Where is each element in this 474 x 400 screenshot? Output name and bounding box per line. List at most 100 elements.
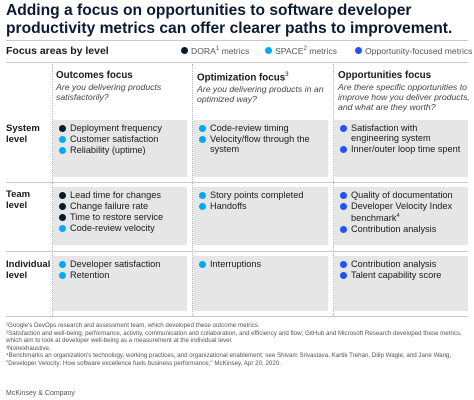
footnote: ³Nonexhaustive. [6,344,51,352]
column-question: Are there specific opportunities to impr… [338,82,470,112]
row-label-system: System level [6,123,40,145]
metric-item: Contribution analysis [340,224,464,234]
legend-space-sup: 2 [303,46,307,53]
cell-individual-outcomes: Developer satisfaction Retention [53,256,187,311]
footnotes: ¹Google's DevOps research and assessment… [6,322,468,368]
metric-label: Handoffs [210,200,247,211]
legend-dora-suffix: metrics [219,46,250,56]
cell-individual-optimization: Interruptions [193,256,328,311]
source-credit: McKinsey & Company [6,390,75,397]
metric-item: Satisfaction with engineering system [340,123,464,144]
footnote: ¹Google's DevOps research and assessment… [6,322,260,329]
metric-item: Developer Velocity Index benchmark4 [340,201,464,224]
metric-item: Change failure rate [59,201,183,211]
column-separator [333,64,334,316]
legend-dora: DORA1 metrics [181,46,249,56]
legend-space-label: SPACE [275,46,304,56]
row-label-individual: Individual level [6,259,51,281]
metric-item: Handoffs [199,201,324,211]
metric-item: Talent capability score [340,270,464,280]
dot-opportunity-icon [340,271,347,279]
metric-label: Contribution analysis [351,224,437,235]
metric-label: Story points completed [210,190,304,200]
metric-label: Satisfaction with engineering system [351,123,431,144]
metric-item: Interruptions [199,259,324,269]
metric-label: Time to restore service [70,211,164,222]
footnote: ⁴Benchmarks an organization's technology… [6,352,452,367]
metric-item: Customer satisfaction [59,134,183,144]
metric-item: Inner/outer loop time spent [340,144,464,154]
cell-team-optimization: Story points completed Handoffs [193,187,328,245]
dot-space-icon [265,47,272,55]
dot-space-icon [199,261,206,268]
dot-opportunity-icon [340,125,347,132]
metric-item: Quality of documentation [340,190,464,200]
metric-label: Lead time for changes [70,190,161,200]
dot-opportunity-icon [355,47,362,55]
metric-label: Code-review velocity [70,222,155,233]
column-header-optimization: Optimization focus3 Are you delivering p… [197,70,329,104]
metric-label: Inner/outer loop time spent [351,144,461,155]
focus-areas-subhead: Focus areas by level [6,45,109,57]
header-divider [6,62,468,63]
dot-dora-icon [59,192,66,199]
cell-system-opportunities: Satisfaction with engineering system Inne… [334,120,468,177]
dot-space-icon [199,135,206,143]
metric-label: Deployment frequency [70,123,162,133]
metric-label: Velocity/flow through the system [210,133,310,155]
row-divider [6,251,468,252]
metric-item: Code-review timing [199,123,324,133]
column-question: Are you delivering products in an optimi… [197,84,324,105]
metric-label: Customer satisfaction [70,133,159,144]
metric-label: Reliability (uptime) [70,144,146,155]
dot-dora-icon [59,213,66,221]
metric-item: Retention [59,270,183,280]
metric-item: Reliability (uptime) [59,145,183,155]
metric-item: Deployment frequency [59,123,183,133]
cell-team-outcomes: Lead time for changes Change failure rate… [53,187,187,245]
metric-label: Talent capability score [351,269,442,280]
dot-space-icon [59,261,66,268]
column-separator [52,64,53,316]
metric-item: Lead time for changes [59,190,183,200]
column-footnote-mark: 3 [285,72,289,78]
dot-space-icon [199,125,206,132]
column-separator [192,64,193,316]
chart-title: Adding a focus on opportunities to softw… [6,2,453,37]
metric-item: Developer satisfaction [59,259,183,269]
metric-item: Contribution analysis [340,259,464,269]
legend-dora-sup: 1 [215,46,220,53]
dot-dora-icon [181,47,188,55]
dot-dora-icon [59,125,66,132]
column-header-opportunities: Opportunities focus Are there specific o… [338,70,470,112]
legend-opportunity-label: Opportunity-focused metrics [365,46,473,56]
legend-space-suffix: metrics [306,46,337,56]
metric-footnote-mark: 4 [396,213,400,220]
dot-opportunity-icon [340,202,347,210]
column-title: Opportunities focus [338,70,432,81]
dot-opportunity-icon [340,226,347,234]
metric-label: Contribution analysis [351,259,437,269]
metric-item: Velocity/flow through the system [199,134,324,155]
metric-item: Story points completed [199,190,324,200]
dot-space-icon [59,146,66,154]
column-title: Optimization focus [197,72,286,84]
column-question: Are you delivering products satisfactori… [56,82,162,102]
metric-label: Interruptions [210,259,262,269]
metric-item: Code-review velocity [59,223,183,233]
metric-label: Change failure rate [70,200,149,211]
legend-dora-label: DORA [191,46,216,56]
metric-label: Code-review timing [210,123,289,133]
dot-opportunity-icon [340,261,347,268]
dot-space-icon [59,271,66,279]
column-header-outcomes: Outcomes focus Are you delivering produc… [56,70,188,102]
table-bottom-divider [6,316,468,317]
cell-system-optimization: Code-review timing Velocity/flow through … [193,120,328,177]
footnote: ²Satisfaction and well-being, performanc… [6,329,462,345]
metric-label: Developer Velocity Index benchmark [351,200,453,224]
row-label-team: Team level [6,189,31,211]
dot-dora-icon [59,202,66,210]
row-divider [6,182,468,183]
dot-space-icon [199,192,206,199]
column-title: Outcomes focus [56,70,133,81]
